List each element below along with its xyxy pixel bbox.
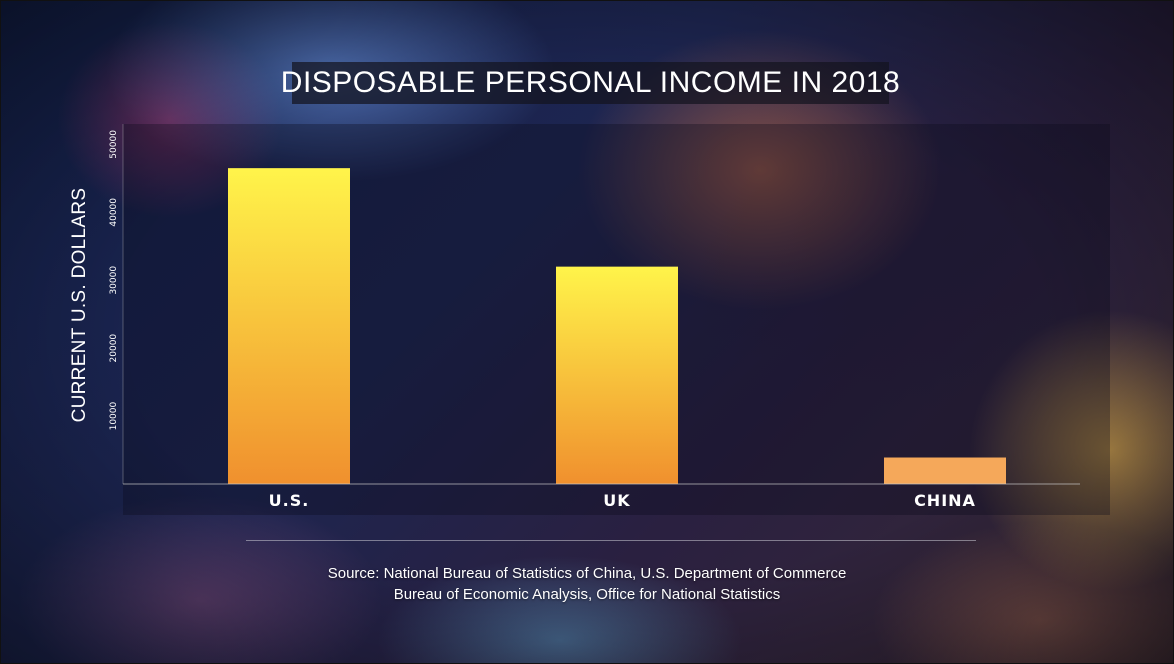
source-line-2: Bureau of Economic Analysis, Office for … (393, 586, 781, 603)
y-tick-label: 50000 (109, 130, 119, 159)
chart-title-box: DISPOSABLE PERSONAL INCOME IN 2018 (281, 62, 900, 104)
y-tick-label: 40000 (109, 198, 119, 227)
y-tick-label: 10000 (109, 401, 119, 430)
bar-uk (556, 266, 678, 484)
chart-title: DISPOSABLE PERSONAL INCOME IN 2018 (280, 66, 901, 99)
y-tick-label: 20000 (109, 334, 119, 363)
x-tick-label: UK (603, 491, 630, 510)
bar-china (884, 457, 1006, 484)
source-line-1: Source: National Bureau of Statistics of… (327, 565, 847, 582)
bar-us (228, 168, 350, 484)
x-tick-label: CHINA (914, 491, 976, 510)
divider-line (246, 540, 976, 541)
x-tick-label: U.S. (269, 491, 310, 510)
y-tick-label: 30000 (109, 266, 119, 295)
